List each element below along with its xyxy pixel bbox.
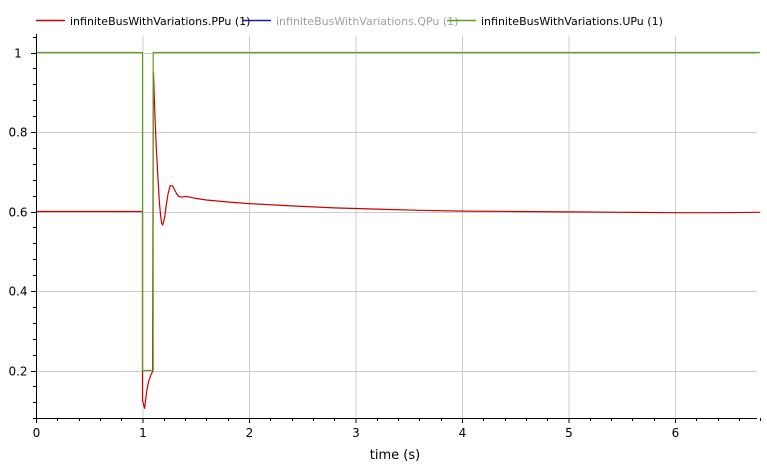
- x-tick-label: 2: [246, 426, 254, 440]
- series-line-0[interactable]: [36, 71, 761, 409]
- y-tick-label: 0.2: [8, 365, 27, 379]
- legend: infiniteBusWithVariations.PPu (1) infinit…: [36, 15, 663, 28]
- x-tick-label: 5: [565, 426, 573, 440]
- legend-item-label[interactable]: infiniteBusWithVariations.QPu (1): [276, 15, 458, 28]
- series-lines: [36, 51, 761, 409]
- y-tick-label: 0.6: [8, 206, 27, 220]
- y-tick-label: 1: [14, 47, 22, 61]
- y-tick-label: 0.8: [8, 126, 27, 140]
- grid: [36, 36, 757, 418]
- x-axis-title: time (s): [370, 448, 420, 463]
- y-tick-label: 0.4: [8, 285, 27, 299]
- axes: 0 1 2 3 4 5 6 0.2 0.4 0.6 0.8 1: [8, 34, 761, 440]
- x-tick-label: 0: [33, 426, 41, 440]
- x-tick-label: 3: [352, 426, 360, 440]
- x-tick-label: 4: [459, 426, 467, 440]
- legend-item-label[interactable]: infiniteBusWithVariations.UPu (1): [481, 15, 663, 28]
- x-tick-label: 1: [139, 426, 147, 440]
- x-tick-label: 6: [672, 426, 680, 440]
- series-line-2[interactable]: [36, 51, 761, 372]
- legend-item-label[interactable]: infiniteBusWithVariations.PPu (1): [70, 15, 250, 28]
